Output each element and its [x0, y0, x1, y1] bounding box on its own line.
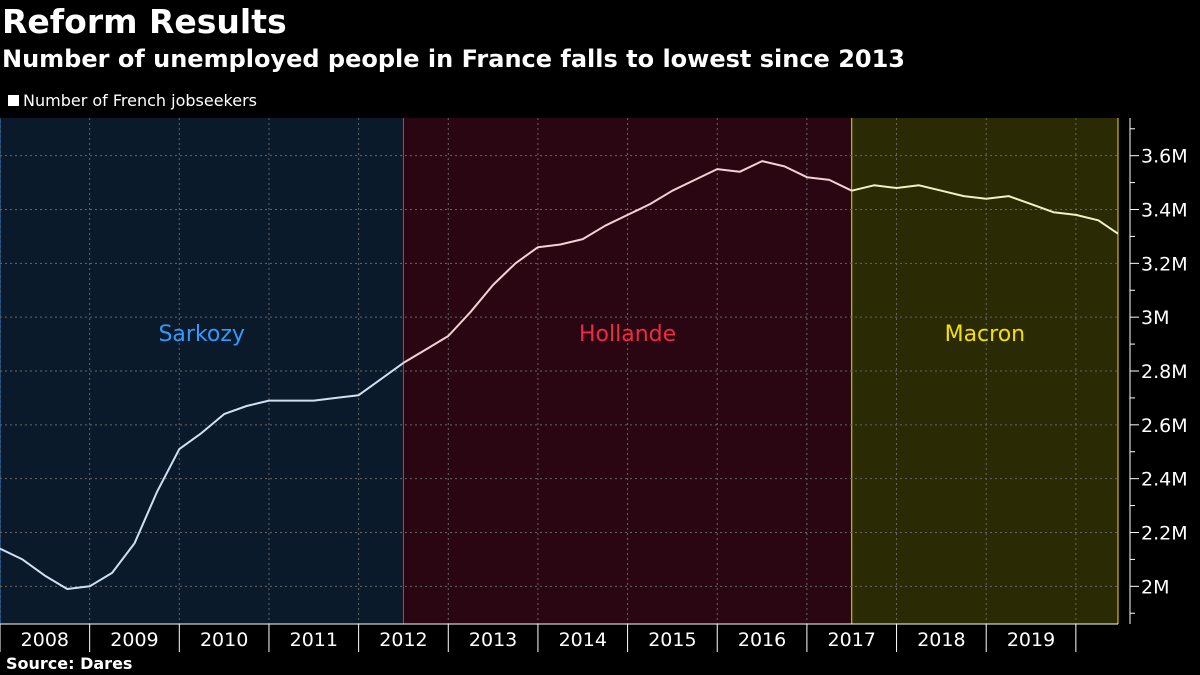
period-label-hollande: Hollande — [579, 322, 676, 347]
period-labels: Sarkozy Hollande Macron — [158, 322, 1025, 347]
gridlines — [0, 118, 1118, 624]
legend: Number of French jobseekers — [8, 91, 257, 110]
x-tick-label: 2019 — [1007, 629, 1055, 651]
y-axis: 2M 2.2M 2.4M 2.6M 2.8M 3M 3.2M 3.4M 3.6M — [1129, 118, 1188, 624]
x-tick-label: 2012 — [379, 629, 427, 651]
y-tick-label: 2.2M — [1141, 522, 1188, 544]
y-tick-label: 2.6M — [1141, 415, 1188, 437]
series-line-macron — [851, 184, 1119, 235]
x-tick-label: 2015 — [648, 629, 696, 651]
series-line-sarkozy — [0, 362, 404, 590]
y-tick-label: 2.4M — [1141, 469, 1188, 491]
x-tick-label: 2013 — [469, 629, 517, 651]
chart-subtitle: Number of unemployed people in France fa… — [2, 45, 905, 73]
x-axis: 2008 2009 2010 2011 2012 2013 2014 2015 2016 2017… — [0, 623, 1118, 652]
y-tick-label: 2M — [1141, 576, 1169, 598]
series-line-hollande — [402, 160, 853, 364]
y-tick-label: 3.2M — [1141, 253, 1188, 275]
y-tick-label: 3.4M — [1141, 200, 1188, 222]
x-tick-label: 2010 — [200, 629, 248, 651]
y-tick-label: 3.6M — [1141, 146, 1188, 168]
x-tick-label: 2016 — [738, 629, 786, 651]
y-tick-label: 3M — [1141, 307, 1169, 329]
x-tick-label: 2008 — [21, 629, 69, 651]
legend-swatch — [8, 95, 19, 106]
series-lines — [0, 160, 1119, 590]
period-label-macron: Macron — [945, 322, 1026, 347]
legend-label: Number of French jobseekers — [23, 91, 258, 110]
source-note: Source: Dares — [6, 654, 133, 673]
x-tick-label: 2018 — [917, 629, 965, 651]
x-tick-label: 2014 — [559, 629, 607, 651]
period-label-sarkozy: Sarkozy — [158, 322, 244, 347]
chart-title: Reform Results — [2, 2, 287, 41]
y-tick-label: 2.8M — [1141, 361, 1188, 383]
x-tick-label: 2011 — [290, 629, 338, 651]
x-tick-label: 2017 — [828, 629, 876, 651]
x-tick-label: 2009 — [110, 629, 158, 651]
